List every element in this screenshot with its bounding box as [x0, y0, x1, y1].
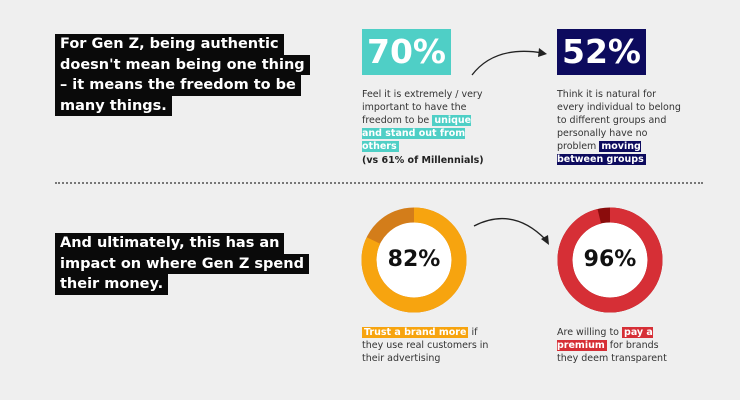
donut-96-label: 96%: [583, 247, 637, 272]
highlight: Trust a brand more: [362, 327, 469, 338]
stat-70-note: (vs 61% of Millennials): [362, 155, 484, 166]
headline-line: – it means the freedom to be: [55, 75, 301, 96]
arrow-icon: [473, 217, 549, 245]
donut-value-arc: [361, 207, 467, 313]
stat-70-box: 70%: [362, 29, 451, 75]
stat-52-description: Think it is natural for every individual…: [557, 89, 681, 165]
stat-82-description: Trust a brand more if they use real cust…: [362, 327, 489, 364]
headline-line: For Gen Z, being authentic: [55, 34, 284, 55]
donut-value-arc: [557, 207, 663, 313]
headline-line: many things.: [55, 95, 172, 116]
headline-line: their money.: [55, 274, 169, 295]
headline-1: For Gen Z, being authentic doesn't mean …: [55, 34, 310, 116]
headline-line: And ultimately, this has an: [55, 233, 285, 254]
dotted-divider: [55, 182, 703, 184]
donut-82: [361, 207, 467, 313]
headline-line: impact on where Gen Z spend: [55, 253, 309, 274]
arrow-icon: [471, 48, 547, 76]
headline-2: And ultimately, this has an impact on wh…: [55, 233, 309, 295]
stat-96-description: Are willing to pay a premium for brands …: [557, 327, 667, 364]
stat-52-box: 52%: [557, 29, 646, 75]
stat-70-description: Feel it is extremely / very important to…: [362, 89, 483, 152]
donut-96: [557, 207, 663, 313]
donut-82-label: 82%: [387, 247, 441, 272]
headline-line: doesn't mean being one thing: [55, 54, 310, 75]
